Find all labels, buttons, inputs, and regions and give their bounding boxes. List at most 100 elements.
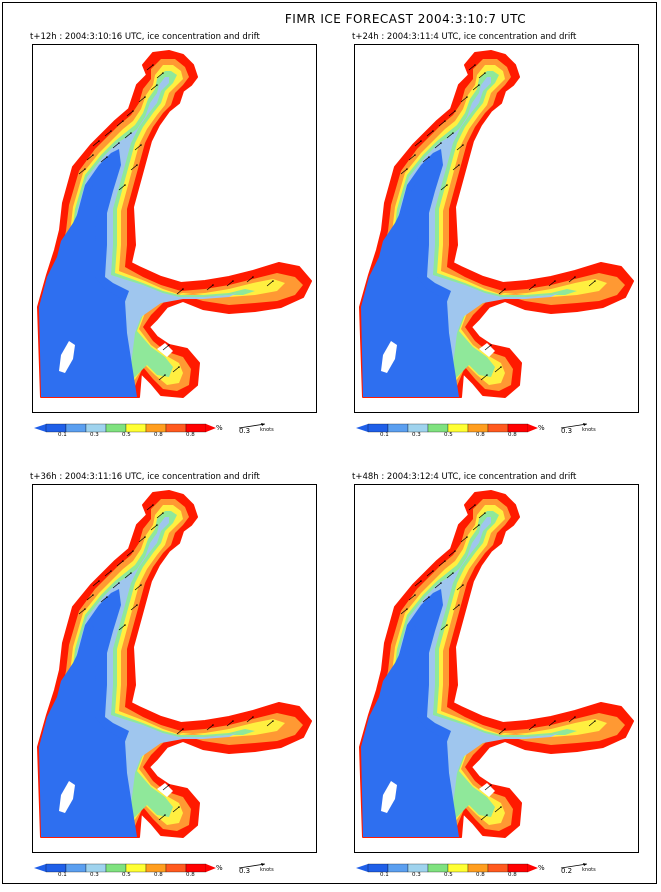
- legend-swatch: [407, 423, 429, 433]
- drift-arrow: [266, 720, 274, 727]
- drift-arrow: [480, 374, 488, 381]
- figure-frame: [2, 2, 657, 884]
- forecast-panel-48h: t+48h : 2004:3:12:4 UTC, ice concentrati…: [352, 472, 642, 892]
- drift-arrow: [172, 806, 180, 813]
- drift-scale-arrow-icon: [560, 423, 588, 429]
- drift-arrow: [112, 142, 120, 149]
- drift-arrow: [176, 728, 184, 735]
- legend-tick: 0.8: [154, 432, 163, 438]
- legend-swatch: [85, 423, 107, 433]
- drift-arrow: [86, 594, 94, 601]
- drift-arrow: [78, 168, 86, 175]
- drift-arrow: [448, 550, 456, 557]
- legend-swatch: [447, 423, 469, 433]
- legend-swatch: [185, 423, 207, 433]
- color-legend: 0.1 0.3 0.5 0.8 0.8 % 0.3 knots: [354, 418, 637, 448]
- drift-arrow: [116, 560, 124, 567]
- legend-swatch: [487, 863, 509, 873]
- scale-value: 0.3: [239, 867, 251, 875]
- drift-arrow: [162, 344, 170, 351]
- drift-arrow: [478, 512, 486, 519]
- land-patch: [479, 343, 495, 357]
- legend-unit: %: [216, 864, 223, 872]
- drift-scale-arrow-icon: [238, 863, 266, 869]
- panel-title: t+36h : 2004:3:11:16 UTC, ice concentrat…: [30, 472, 260, 482]
- legend-swatch: [85, 863, 107, 873]
- drift-arrow: [440, 184, 448, 191]
- drift-arrow: [456, 144, 464, 151]
- panel-title: t+24h : 2004:3:11:4 UTC, ice concentrati…: [352, 32, 577, 42]
- figure-title: FIMR ICE FORECAST 2004:3:10:7 UTC: [284, 12, 527, 26]
- drift-arrow: [206, 724, 214, 731]
- forecast-panel-24h: t+24h : 2004:3:11:4 UTC, ice concentrati…: [352, 32, 642, 452]
- legend-swatch: [407, 863, 429, 873]
- drift-arrow: [478, 72, 486, 79]
- drift-arrow: [588, 280, 596, 287]
- drift-arrow: [130, 164, 138, 171]
- drift-arrow: [440, 624, 448, 631]
- panel-title: t+48h : 2004:3:12:4 UTC, ice concentrati…: [352, 472, 577, 482]
- legend-swatch: [165, 863, 187, 873]
- legend-left-cap: [34, 864, 46, 872]
- drift-arrow: [176, 288, 184, 295]
- legend-swatch: [427, 863, 449, 873]
- legend-right-cap: [528, 424, 538, 432]
- drift-arrow: [266, 280, 274, 287]
- drift-arrow: [226, 720, 234, 727]
- legend-swatch: [105, 863, 127, 873]
- open-water-south: [361, 625, 459, 837]
- drift-arrow: [126, 110, 134, 117]
- legend-right-cap: [206, 424, 216, 432]
- drift-arrow: [498, 728, 506, 735]
- legend-swatch: [427, 423, 449, 433]
- drift-arrow: [246, 716, 254, 723]
- drift-arrow: [150, 524, 158, 531]
- drift-arrow: [426, 570, 434, 577]
- drift-arrow: [172, 366, 180, 373]
- legend-color-bar: [34, 423, 216, 433]
- scale-unit: knots: [260, 427, 274, 433]
- drift-arrow: [112, 582, 120, 589]
- legend-tick: 0.8: [186, 432, 195, 438]
- drift-arrow: [130, 604, 138, 611]
- drift-arrow: [568, 276, 576, 283]
- legend-color-bar: [34, 863, 216, 873]
- drift-arrow: [422, 596, 430, 603]
- legend-left-cap: [356, 424, 368, 432]
- color-legend: 0.1 0.3 0.5 0.8 0.8 % 0.3 knots: [32, 418, 315, 448]
- ice-concentration-map: [33, 485, 316, 852]
- drift-arrow: [126, 550, 134, 557]
- legend-swatch: [125, 863, 147, 873]
- drift-arrow: [400, 608, 408, 615]
- drift-arrow: [460, 536, 468, 543]
- legend-color-bar: [356, 863, 538, 873]
- legend-color-bar: [356, 423, 538, 433]
- scale-value: 0.2: [561, 867, 573, 875]
- drift-arrow: [246, 276, 254, 283]
- drift-arrow: [498, 288, 506, 295]
- legend-tick: 0.8: [154, 872, 163, 878]
- drift-arrow: [86, 154, 94, 161]
- drift-scale-arrow-icon: [238, 423, 266, 429]
- drift-arrow: [118, 184, 126, 191]
- drift-arrow: [104, 130, 112, 137]
- island: [381, 781, 397, 813]
- land-patch: [479, 783, 495, 797]
- panel-title: t+12h : 2004:3:10:16 UTC, ice concentrat…: [30, 32, 260, 42]
- drift-arrow: [446, 572, 454, 579]
- legend-swatch: [105, 423, 127, 433]
- drift-arrow: [426, 130, 434, 137]
- drift-arrow: [206, 284, 214, 291]
- forecast-panel-12h: t+12h : 2004:3:10:16 UTC, ice concentrat…: [30, 32, 320, 452]
- drift-arrow: [472, 524, 480, 531]
- drift-arrow: [134, 144, 142, 151]
- legend-tick: 0.1: [380, 432, 389, 438]
- scale-unit: knots: [582, 427, 596, 433]
- drift-arrow: [494, 806, 502, 813]
- legend-tick: 0.8: [476, 432, 485, 438]
- legend-tick: 0.3: [412, 432, 421, 438]
- legend-swatch: [65, 863, 87, 873]
- drift-arrow: [460, 96, 468, 103]
- drift-arrow: [104, 570, 112, 577]
- legend-swatch: [507, 423, 529, 433]
